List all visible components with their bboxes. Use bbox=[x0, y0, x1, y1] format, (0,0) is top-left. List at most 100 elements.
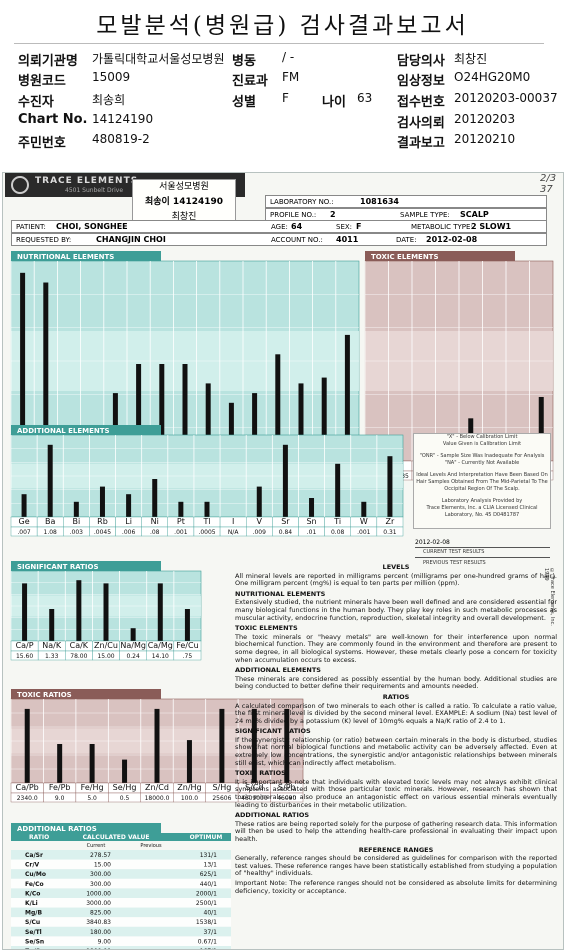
section-title: SIGNIFICANT RATIOS bbox=[17, 563, 99, 571]
category-label: Ca/Mg bbox=[148, 641, 173, 650]
ratio-optimum: 2500/1 bbox=[196, 900, 217, 907]
ratio-name: Ca/Sr bbox=[25, 852, 43, 859]
legend-current: CURRENT TEST RESULTS bbox=[423, 549, 485, 555]
category-label: Ba bbox=[45, 517, 55, 526]
legend-line: Laboratory, No. 45 D0481787 bbox=[444, 512, 520, 518]
header-label: 담당의사 bbox=[397, 54, 445, 69]
value-label: 9.0 bbox=[55, 795, 65, 802]
category-label: V bbox=[257, 517, 263, 526]
header-label: 진료과 bbox=[232, 74, 268, 89]
lab-value2: SCALP bbox=[460, 210, 489, 219]
header-label: 성별 bbox=[232, 95, 256, 110]
value-label: 15.60 bbox=[16, 653, 33, 660]
ratio-optimum: 131/1 bbox=[200, 852, 217, 859]
value-label: 2340.0 bbox=[17, 795, 38, 802]
category-label: Tl bbox=[202, 517, 210, 526]
ref-note: Important Note: The reference ranges sho… bbox=[235, 878, 557, 895]
value-label: 15.00 bbox=[97, 653, 114, 660]
data-bar bbox=[205, 383, 211, 461]
value-label: N/A bbox=[228, 529, 240, 536]
section-title: ADDITIONAL ELEMENTS bbox=[17, 427, 110, 435]
hair-analysis-report: TRACE ELEMENTS 4501 Sunbelt Drive 서울성모병원… bbox=[2, 172, 564, 950]
header-label: 접수번호 bbox=[397, 95, 445, 110]
value-label: 5.0 bbox=[87, 795, 97, 802]
lab-value: CHOI, SONGHEE bbox=[56, 222, 128, 231]
tox-text: The toxic minerals or "heavy metals" are… bbox=[235, 632, 557, 664]
data-bar bbox=[89, 744, 95, 783]
legend-line: Ideal Levels And Interpretation Have Bee… bbox=[416, 472, 548, 478]
explanation-text: LEVELS All mineral levels are reported i… bbox=[235, 561, 557, 947]
header-value: F bbox=[282, 91, 289, 105]
ref-title: REFERENCE RANGES bbox=[358, 845, 434, 854]
section-title: TOXIC ELEMENTS bbox=[371, 253, 439, 261]
category-label: I bbox=[232, 517, 234, 526]
lab-value: 1081634 bbox=[360, 197, 399, 206]
data-bar bbox=[335, 463, 341, 517]
value-label: 1.08 bbox=[44, 529, 58, 536]
data-bar bbox=[275, 354, 281, 461]
category-label: S/Hg bbox=[212, 783, 231, 792]
section-tab bbox=[11, 689, 161, 699]
header-value: 20120203-00037 bbox=[454, 91, 558, 105]
lab-label2: AGE: bbox=[271, 223, 288, 231]
data-bar bbox=[159, 364, 165, 461]
toxr-text: It is important to note that individuals… bbox=[235, 777, 557, 809]
category-label: Na/Mg bbox=[120, 641, 146, 650]
category-label: Pt bbox=[177, 517, 185, 526]
tox-title: TOXIC ELEMENTS bbox=[235, 624, 298, 633]
data-bar bbox=[126, 494, 132, 517]
value-label: 1.33 bbox=[45, 653, 59, 660]
value-cell bbox=[173, 650, 202, 661]
data-bar bbox=[20, 272, 26, 461]
value-label: 78.00 bbox=[70, 653, 87, 660]
legend-line: Hair Samples Obtained From The Mid-Parie… bbox=[416, 479, 548, 485]
value-cell bbox=[270, 792, 304, 803]
ratio-name: Fe/Co bbox=[25, 881, 44, 888]
legend-date: 2012-02-08 bbox=[415, 539, 550, 548]
add-text: These minerals are considered as possibl… bbox=[235, 674, 557, 691]
header-value: 63 bbox=[357, 91, 373, 105]
data-bar bbox=[47, 444, 53, 517]
nut-text: Extensively studied, the nutrient minera… bbox=[235, 598, 557, 622]
category-label: Fe/Hg bbox=[81, 783, 104, 792]
header-label: 검사의뢰 bbox=[397, 116, 445, 131]
header-label: 임상정보 bbox=[397, 74, 445, 89]
ratio-value: 300.00 bbox=[90, 871, 111, 878]
data-bar bbox=[43, 282, 49, 461]
data-bar bbox=[99, 486, 105, 517]
table-header: RATIO bbox=[29, 834, 49, 841]
ratio-name: Cu/Mo bbox=[25, 871, 46, 878]
add-title: ADDITIONAL ELEMENTS bbox=[235, 666, 321, 675]
data-bar bbox=[21, 494, 27, 517]
ratios-text: A calculated comparison of two minerals … bbox=[235, 701, 557, 725]
copyright: © Trace Elements, Inc. 1999 bbox=[543, 568, 555, 626]
ratio-name: Se/Tl bbox=[25, 929, 42, 936]
category-label: Ge bbox=[19, 517, 30, 526]
category-label: Zn/Cu bbox=[94, 641, 118, 650]
data-bar bbox=[57, 744, 63, 783]
lab-label4: METABOLIC TYPE: bbox=[411, 223, 473, 231]
header-value: 20120203 bbox=[454, 112, 516, 126]
value-label: 0.5 bbox=[120, 795, 130, 802]
ratio-value: 180.00 bbox=[90, 929, 111, 936]
data-bar bbox=[538, 396, 544, 461]
data-bar bbox=[251, 708, 257, 783]
legend-lines: "X" - Below Calibration Limit Value Given… bbox=[414, 434, 550, 519]
category-label: S/Cd bbox=[245, 783, 263, 792]
ratio-value: 825.00 bbox=[90, 910, 111, 917]
value-label: .009 bbox=[253, 529, 267, 536]
lab-label3: SEX: bbox=[336, 223, 353, 231]
header-label: 결과보고 bbox=[397, 136, 445, 151]
data-bar bbox=[282, 444, 288, 517]
toxr-title: TOXIC RATIOS bbox=[235, 769, 286, 778]
data-bar bbox=[182, 364, 188, 461]
lab-address: 4501 Sunbelt Drive bbox=[65, 187, 124, 194]
stamp-line-2: 최송이 14124190 bbox=[144, 197, 224, 207]
section-tab bbox=[11, 561, 161, 571]
category-label: Zr bbox=[386, 517, 395, 526]
category-label: Zn/Cd bbox=[145, 783, 169, 792]
value-label: 18000.0 bbox=[145, 795, 170, 802]
sig-text: If the synergistic relationship (or rati… bbox=[235, 735, 557, 767]
ratio-name: Cr/V bbox=[25, 862, 40, 869]
ref-text: Generally, reference ranges should be co… bbox=[235, 854, 557, 878]
